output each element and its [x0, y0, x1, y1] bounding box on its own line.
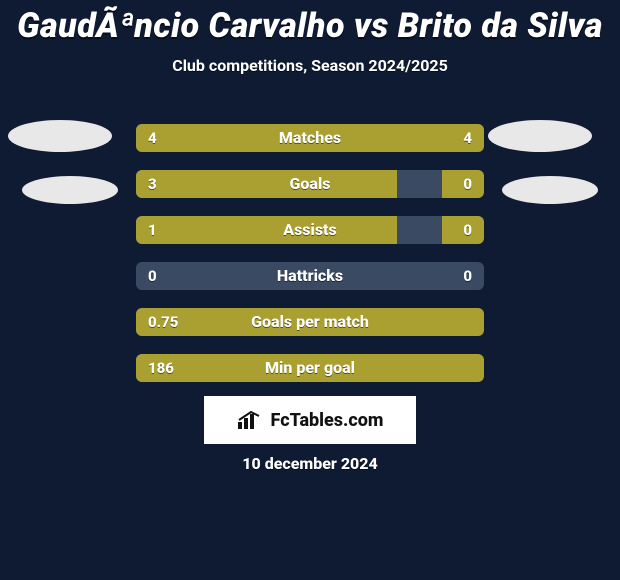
- chart-icon: [237, 410, 263, 430]
- stats-table: 44Matches 30Goals 10Assists 00Hattricks 0.75…: [136, 124, 484, 400]
- stat-row: 10Assists: [136, 216, 484, 244]
- page-title: GaudÃªncio Carvalho vs Brito da Silva: [0, 0, 620, 46]
- stat-label: Goals per match: [136, 308, 484, 336]
- avatar-left-0: [8, 120, 112, 152]
- stat-row: 00Hattricks: [136, 262, 484, 290]
- subtitle: Club competitions, Season 2024/2025: [0, 56, 620, 75]
- stat-row: 0.75Goals per match: [136, 308, 484, 336]
- date-text: 10 december 2024: [0, 454, 620, 473]
- stat-row: 30Goals: [136, 170, 484, 198]
- avatar-left-1: [22, 176, 118, 204]
- avatar-right-0: [488, 120, 592, 152]
- stat-label: Hattricks: [136, 262, 484, 290]
- stat-label: Matches: [136, 124, 484, 152]
- stat-row: 44Matches: [136, 124, 484, 152]
- stat-label: Assists: [136, 216, 484, 244]
- source-badge: FcTables.com: [204, 396, 416, 444]
- stat-label: Min per goal: [136, 354, 484, 382]
- stat-label: Goals: [136, 170, 484, 198]
- avatar-right-1: [502, 176, 598, 204]
- source-badge-text: FcTables.com: [271, 410, 384, 431]
- stat-row: 186Min per goal: [136, 354, 484, 382]
